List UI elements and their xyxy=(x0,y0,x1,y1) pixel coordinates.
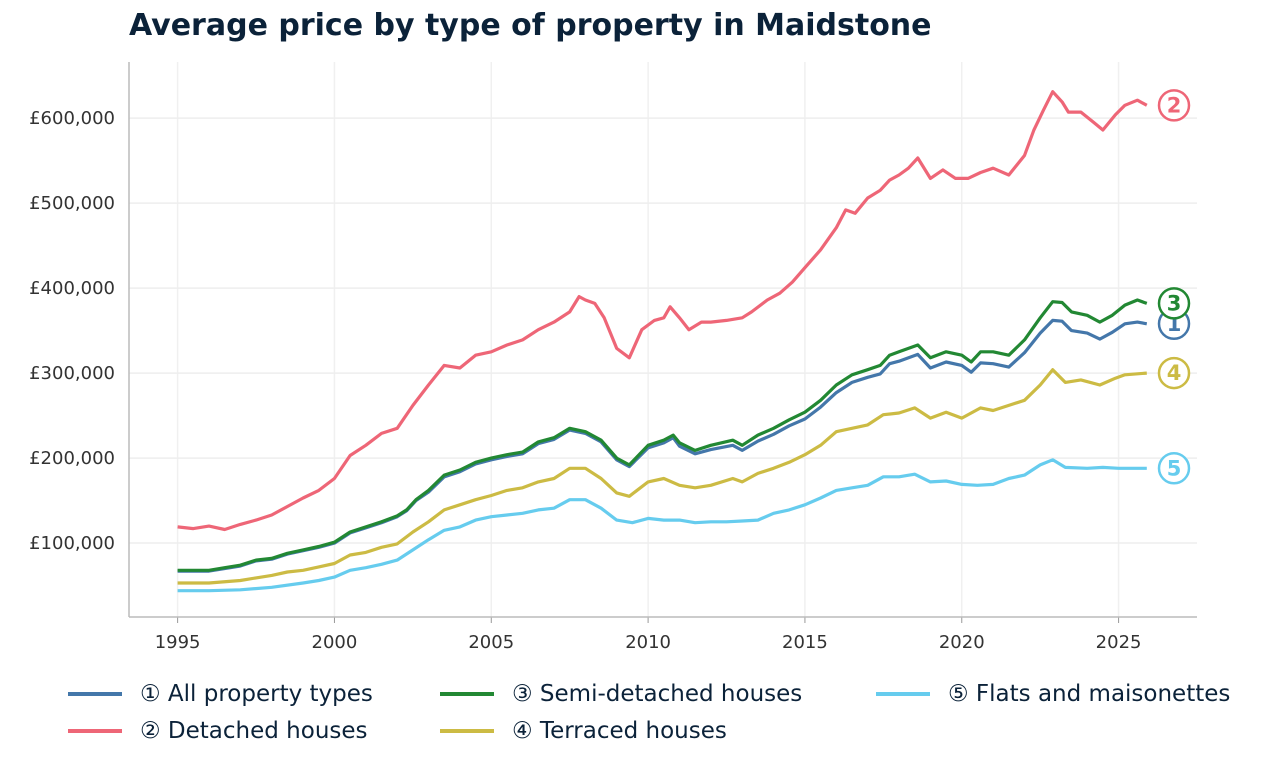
series-line-4 xyxy=(177,368,1147,585)
end-marker-circle-2 xyxy=(1157,89,1191,122)
series-line-1 xyxy=(177,318,1148,573)
y-tick-label: £300,000 xyxy=(29,363,115,384)
end-marker-label-5: 5 xyxy=(1167,456,1182,480)
x-tick-label: 2025 xyxy=(1096,632,1142,653)
legend-swatch xyxy=(68,692,122,696)
legend-item[interactable]: ④ Terraced houses xyxy=(440,718,727,744)
end-marker-circle-5 xyxy=(1157,452,1191,485)
legend-label: ② Detached houses xyxy=(140,718,368,744)
legend-item[interactable]: ③ Semi-detached houses xyxy=(440,681,802,707)
legend-swatch xyxy=(440,692,494,696)
series-line-5 xyxy=(177,458,1147,593)
series-line-2 xyxy=(177,90,1148,532)
end-marker-circle-4 xyxy=(1157,356,1191,390)
series-line-3 xyxy=(177,298,1148,572)
legend-swatch xyxy=(440,729,494,733)
end-marker-label-3: 3 xyxy=(1167,291,1182,315)
chart-title: Average price by type of property in Mai… xyxy=(129,8,932,43)
legend-label: ⑤ Flats and maisonettes xyxy=(948,681,1231,707)
end-marker-label-2: 2 xyxy=(1167,93,1182,117)
y-tick-label: £600,000 xyxy=(29,108,115,129)
legend-item[interactable]: ① All property types xyxy=(68,681,373,707)
legend-label: ③ Semi-detached houses xyxy=(512,681,803,707)
legend-label: ① All property types xyxy=(140,681,373,707)
x-tick-label: 2015 xyxy=(782,632,828,653)
legend-swatch xyxy=(68,729,122,733)
x-tick-label: 2010 xyxy=(625,632,671,653)
y-tick-label: £200,000 xyxy=(29,448,115,469)
x-tick-label: 1995 xyxy=(155,632,201,653)
x-tick-label: 2000 xyxy=(312,632,358,653)
end-marker-label-4: 4 xyxy=(1167,361,1182,385)
legend-item[interactable]: ⑤ Flats and maisonettes xyxy=(876,681,1230,707)
end-marker-circle-3 xyxy=(1157,287,1191,320)
x-tick-label: 2020 xyxy=(939,632,985,653)
y-tick-label: £400,000 xyxy=(29,278,115,299)
legend-label: ④ Terraced houses xyxy=(512,718,727,744)
legend-item[interactable]: ② Detached houses xyxy=(68,718,368,744)
y-tick-label: £100,000 xyxy=(29,533,115,554)
legend-swatch xyxy=(876,692,930,696)
y-tick-label: £500,000 xyxy=(29,193,115,214)
x-tick-label: 2005 xyxy=(468,632,514,653)
